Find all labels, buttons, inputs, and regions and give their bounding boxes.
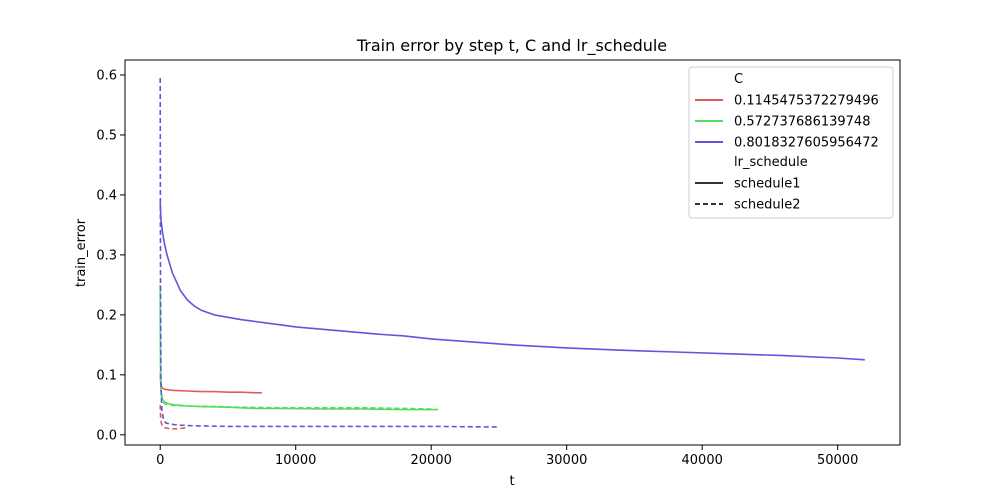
legend: C 0.1145475372279496 0.572737686139748 0.8… (688, 66, 894, 219)
legend-style-title: lr_schedule (734, 155, 808, 170)
x-tick-label: 0 (156, 453, 164, 468)
y-tick-label: 0.1 (96, 368, 117, 383)
legend-style-entries: schedule1 schedule2 (695, 177, 801, 213)
x-axis: 0 10000 20000 30000 40000 50000 (156, 445, 858, 468)
series-line-5 (159, 200, 865, 361)
series-line-2 (159, 404, 188, 430)
x-axis-title: t (509, 474, 514, 489)
legend-hue-label: 0.572737686139748 (734, 115, 870, 130)
series-line-4 (159, 314, 432, 410)
legend-hue-entries: 0.1145475372279496 0.572737686139748 0.801… (695, 94, 879, 151)
y-tick-label: 0.5 (96, 128, 117, 143)
x-tick-label: 50000 (817, 453, 858, 468)
x-tick-label: 40000 (682, 453, 723, 468)
legend-style-label: schedule2 (734, 198, 801, 213)
legend-hue-label: 0.8018327605956472 (734, 136, 879, 151)
series-line-6 (159, 77, 500, 428)
y-tick-label: 0.0 (96, 428, 117, 443)
chart-title: Train error by step t, C and lr_schedule (356, 36, 667, 56)
legend-box (688, 66, 894, 219)
y-tick-label: 0.4 (96, 188, 117, 203)
y-tick-label: 0.3 (96, 248, 117, 263)
legend-hue-title: C (734, 72, 743, 87)
y-axis-title: train_error (74, 218, 89, 287)
x-tick-label: 10000 (275, 453, 316, 468)
x-tick-label: 20000 (411, 453, 452, 468)
legend-style-label: schedule1 (734, 177, 801, 192)
y-tick-label: 0.6 (96, 68, 117, 83)
legend-hue-label: 0.1145475372279496 (734, 94, 879, 109)
y-axis: 0.0 0.1 0.2 0.3 0.4 0.5 0.6 (96, 68, 125, 443)
series-layer (159, 77, 865, 430)
y-tick-label: 0.2 (96, 308, 117, 323)
plot-area-frame (124, 59, 901, 446)
x-tick-label: 30000 (546, 453, 587, 468)
